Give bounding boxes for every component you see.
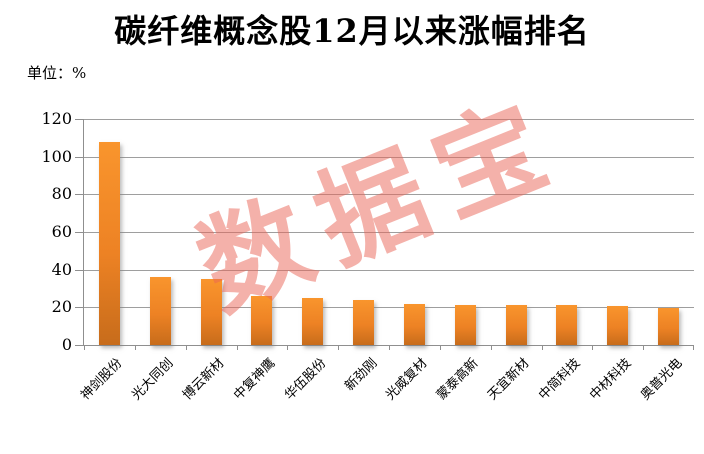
x-axis-label-光大同创: 光大同创 — [129, 355, 177, 404]
bar-华伍股份 — [302, 297, 324, 345]
bar-奥普光电 — [658, 308, 680, 345]
y-axis-label: 20 — [51, 297, 72, 317]
y-axis-label: 40 — [51, 259, 72, 279]
x-axis-label-光威复材: 光威复材 — [383, 355, 431, 404]
x-axis-label-中复神鹰: 中复神鹰 — [230, 355, 279, 404]
gridline-80 — [84, 194, 694, 196]
x-axis-tick — [490, 345, 492, 350]
x-axis-tick — [389, 345, 390, 350]
bar-天宜新材 — [505, 304, 527, 345]
x-axis-tick — [693, 345, 694, 350]
bar-新劲刚 — [353, 299, 375, 345]
x-axis-tick — [84, 345, 85, 350]
x-axis-tick — [338, 345, 340, 350]
y-axis-label: 100 — [41, 146, 72, 166]
bar-光威复材 — [403, 303, 425, 345]
y-axis-tick — [75, 156, 83, 158]
bar-神剑股份 — [98, 141, 120, 345]
x-axis-label-博云新材: 博云新材 — [180, 355, 228, 404]
x-axis-label-中简科技: 中简科技 — [535, 355, 584, 404]
x-axis-tick — [592, 345, 594, 350]
x-axis-label-神剑股份: 神剑股份 — [78, 355, 126, 404]
y-axis-tick — [75, 269, 83, 271]
gridline-40 — [84, 269, 694, 271]
x-axis-tick — [643, 345, 645, 350]
bar-中材科技 — [607, 306, 629, 345]
bar-中简科技 — [556, 305, 578, 345]
x-axis-tick — [287, 345, 289, 350]
x-axis-label-奥普光电: 奥普光电 — [637, 355, 686, 404]
bar-中复神鹰 — [251, 296, 273, 345]
x-axis-tick — [134, 345, 136, 350]
y-axis-tick — [75, 232, 83, 233]
y-axis-label: 80 — [51, 184, 72, 204]
unit-label: 单位：% — [27, 64, 87, 82]
gridline-100 — [84, 156, 694, 158]
gridline-20 — [84, 307, 694, 309]
y-axis-tick — [75, 194, 83, 196]
bar-蒙泰高新 — [454, 304, 476, 345]
y-axis-tick — [75, 307, 83, 309]
y-axis-label: 120 — [41, 109, 72, 128]
x-axis-label-新劲刚: 新劲刚 — [341, 355, 381, 395]
bar-博云新材 — [200, 279, 222, 345]
x-axis-tick — [541, 345, 543, 350]
bar-光大同创 — [149, 277, 171, 345]
y-axis-tick — [75, 345, 83, 346]
gridline-120 — [84, 119, 694, 120]
x-axis-tick — [439, 345, 441, 350]
gridline-60 — [84, 232, 694, 233]
x-axis-label-中材科技: 中材科技 — [586, 355, 635, 404]
y-axis-tick — [75, 119, 83, 120]
chart-title: 碳纤维概念股12月以来涨幅排名 — [114, 12, 590, 50]
x-axis-label-华伍股份: 华伍股份 — [281, 355, 330, 404]
y-axis-label: 60 — [51, 222, 72, 241]
plot-area — [83, 119, 694, 350]
x-axis-tick — [185, 345, 187, 350]
x-axis-label-天宜新材: 天宜新材 — [485, 355, 533, 404]
x-axis-label-蒙泰高新: 蒙泰高新 — [434, 355, 482, 404]
y-axis-label: 0 — [61, 335, 72, 354]
x-axis-tick — [236, 345, 238, 350]
